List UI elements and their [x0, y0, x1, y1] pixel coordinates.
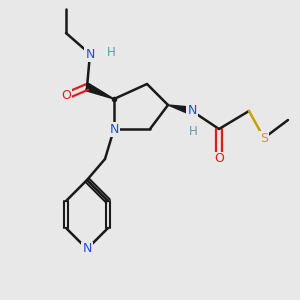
Polygon shape: [85, 83, 114, 99]
Text: O: O: [61, 89, 71, 103]
Text: H: H: [106, 46, 116, 59]
Text: N: N: [109, 122, 119, 136]
Text: N: N: [85, 47, 95, 61]
Text: N: N: [82, 242, 92, 256]
Text: S: S: [260, 131, 268, 145]
Text: H: H: [189, 125, 198, 139]
Polygon shape: [168, 105, 193, 115]
Text: N: N: [187, 104, 197, 118]
Text: O: O: [214, 152, 224, 166]
